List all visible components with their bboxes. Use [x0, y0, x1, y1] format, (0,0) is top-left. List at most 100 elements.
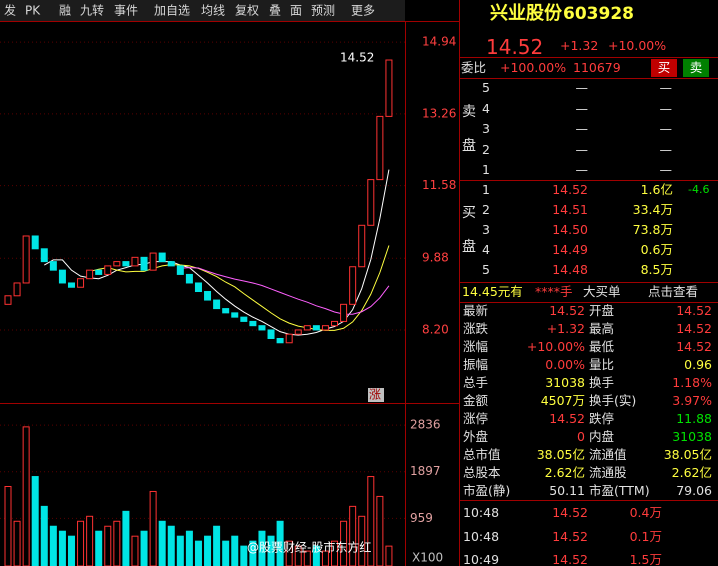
volume-bar [22, 426, 30, 566]
candle [140, 256, 148, 271]
moving-average [180, 267, 390, 315]
tick-volume: 1.5万 [629, 552, 662, 566]
weicha: 110679 [573, 60, 621, 75]
stat-label: 跌停 [589, 411, 615, 426]
candle [340, 303, 348, 322]
tick-price: 14.52 [552, 528, 588, 544]
big-order: 14.45元有 [462, 284, 523, 299]
level: 2 [482, 141, 490, 157]
toolbar-button[interactable]: 均线 [201, 4, 225, 18]
big-order[interactable]: 点击查看 [648, 284, 699, 299]
level: 1 [482, 162, 490, 177]
volume-bar [113, 520, 121, 566]
candle [349, 266, 357, 305]
stat-label: 流通股 [589, 465, 627, 480]
stat-value: 31038 [672, 429, 712, 444]
volume-bar [185, 530, 193, 566]
candle [86, 269, 94, 280]
toolbar-button[interactable]: 预测 [311, 4, 335, 18]
volume-bar [376, 495, 384, 566]
candle [49, 261, 57, 271]
candle [131, 256, 139, 267]
volume: 73.8万 [632, 222, 673, 237]
limit-tag-bg [368, 388, 384, 402]
toolbar-button[interactable]: 事件 [114, 4, 138, 18]
volume-bar [213, 525, 221, 566]
candle [267, 329, 275, 339]
divider [460, 302, 718, 303]
candle [231, 312, 239, 318]
volume-bar [31, 476, 39, 566]
toolbar-button[interactable]: 九转 [80, 3, 104, 18]
toolbar-button[interactable]: PK [25, 4, 41, 18]
stat-label: 涨停 [463, 411, 489, 426]
volume-bar [131, 535, 139, 566]
stat-label: 内盘 [589, 429, 615, 444]
stat-value: +10.00% [526, 339, 585, 354]
stat-label: 振幅 [463, 357, 489, 372]
volume: — [659, 100, 673, 116]
volume-bar [240, 545, 248, 566]
candle [167, 261, 175, 267]
divider [460, 180, 718, 181]
candle [240, 316, 248, 322]
volume-bar [222, 540, 230, 566]
stat-value: 4507万 [540, 393, 585, 408]
volume-bar [77, 520, 85, 566]
candle [285, 333, 293, 344]
candle [358, 224, 366, 268]
price: 14.52 [552, 182, 588, 197]
change-pct: +10.00% [608, 38, 667, 53]
buy-button[interactable]: 买 [651, 59, 677, 77]
stat-label: 换手(实) [589, 393, 637, 408]
tick-price: 14.52 [552, 505, 588, 520]
volume-bar [140, 530, 148, 566]
tick-time: 10:48 [463, 505, 500, 520]
stat-value: 38.05亿 [536, 447, 585, 462]
toolbar-button[interactable]: 加自选 [154, 4, 190, 18]
candle [385, 59, 393, 117]
volume: — [659, 80, 673, 95]
toolbar-button[interactable]: 复权 [235, 4, 259, 18]
candle [67, 282, 75, 288]
stat-label: 开盘 [589, 303, 615, 318]
candle [258, 325, 266, 331]
stat-value: +1.32 [546, 321, 585, 336]
volume-bar [104, 525, 112, 566]
volume: — [659, 141, 673, 157]
candle [122, 261, 130, 267]
stat-label: 总市值 [463, 447, 501, 462]
y-tick-label: 2836 [410, 418, 441, 432]
y-tick-label: 13.26 [422, 106, 456, 120]
y-tick-label: 14.94 [422, 35, 456, 49]
candle [222, 308, 230, 314]
volume-bar [204, 535, 212, 566]
candle [185, 273, 193, 284]
divider [460, 282, 718, 283]
candle [113, 261, 121, 267]
level: 5 [482, 262, 490, 277]
price: — [575, 141, 589, 157]
candle [58, 269, 66, 284]
volume: 8.5万 [640, 262, 673, 277]
toolbar-button[interactable]: 叠 [269, 4, 281, 18]
volume-bar [258, 530, 266, 566]
high-label: 14.52 [340, 51, 374, 65]
price: — [575, 121, 589, 136]
toolbar-button[interactable]: 融 [59, 4, 71, 18]
toolbar-button[interactable]: 面 [290, 4, 302, 18]
candle [294, 329, 302, 335]
toolbar-button[interactable]: 发 [4, 3, 16, 18]
toolbar-button[interactable]: 更多 [351, 4, 375, 18]
candle [149, 252, 157, 271]
y-tick-label: 8.20 [422, 322, 449, 336]
sell-button[interactable]: 卖 [683, 59, 709, 77]
level: 4 [482, 100, 490, 116]
stat-label: 最高 [589, 321, 615, 336]
candle [204, 291, 212, 301]
volume-bar [40, 505, 48, 566]
price: 14.48 [552, 262, 588, 277]
stat-value: 1.18% [672, 375, 712, 390]
stat-label: 最低 [589, 339, 615, 354]
